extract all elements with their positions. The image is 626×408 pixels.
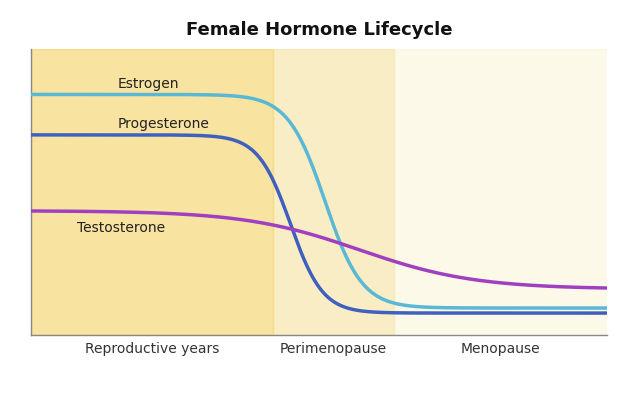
Bar [273,49,394,335]
Bar [31,49,273,335]
Text: Perimenopause: Perimenopause [280,342,387,356]
Text: Menopause: Menopause [461,342,540,356]
Text: Testosterone: Testosterone [78,221,165,235]
Text: Progesterone: Progesterone [118,117,210,131]
Text: Estrogen: Estrogen [118,77,179,91]
Bar [394,49,607,335]
Text: Reproductive years: Reproductive years [85,342,220,356]
Title: Female Hormone Lifecycle: Female Hormone Lifecycle [186,21,453,39]
